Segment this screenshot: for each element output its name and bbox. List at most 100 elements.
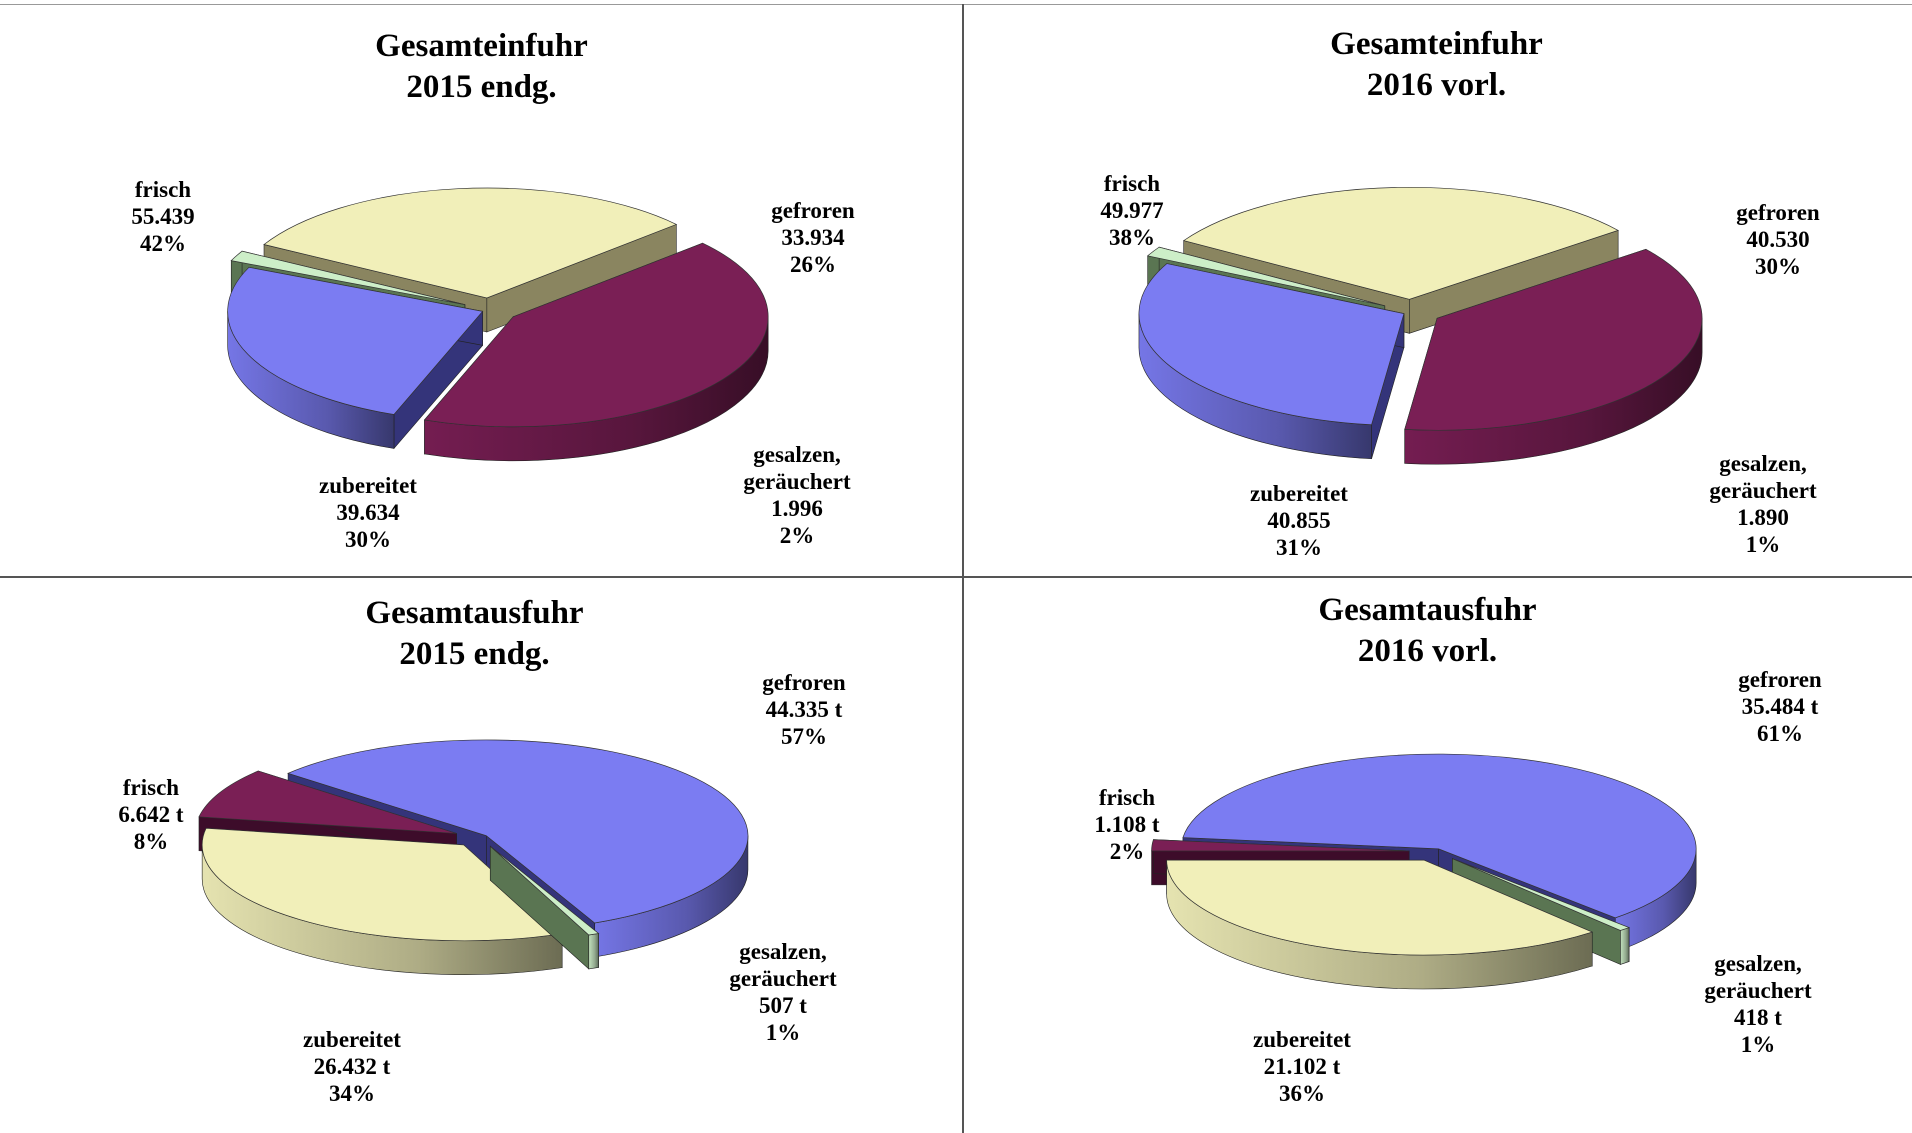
slice-name-line2: geräuchert (1704, 978, 1812, 1003)
pie-slice-gefroren (1138, 263, 1405, 460)
slice-top-face (1146, 246, 1385, 307)
pie-chart-export-2016 (1151, 753, 1697, 990)
chart-title: Gesamtausfuhr 2016 vorl. (946, 590, 1909, 672)
slice-name-line1: gesalzen, (753, 442, 841, 467)
pie-slice-zubereitet (1166, 859, 1594, 990)
slice-name: frisch (134, 177, 192, 202)
slice-percent: 57% (781, 724, 827, 749)
slice-label-gesalzen: gesalzen, geräuchert 1.996 2% (743, 441, 850, 549)
slice-percent: 2% (1109, 839, 1145, 864)
chart-panel-export-2016: Gesamtausfuhr 2016 vorl. frisch 1.108 t … (963, 566, 1912, 1133)
chart-panel-import-2015: Gesamteinfuhr 2015 endg. frisch 55.439 4… (0, 0, 963, 566)
slice-top-face (1166, 859, 1594, 956)
slice-value: 39.634 (336, 500, 400, 525)
slice-percent: 30% (1755, 254, 1801, 279)
slice-label-zubereitet: zubereitet 21.102 t 36% (1253, 1026, 1351, 1107)
slice-name: gefroren (1738, 667, 1822, 692)
slice-name: zubereitet (1250, 481, 1348, 506)
slice-percent: 2% (779, 523, 815, 548)
slice-label-gesalzen: gesalzen, geräuchert 1.890 1% (1709, 450, 1816, 558)
slice-top-face (1404, 248, 1703, 431)
chart-subtitle-text: 2016 vorl. (1357, 633, 1498, 669)
chart-subtitle-text: 2016 vorl. (1366, 67, 1507, 103)
chart-panel-export-2015: Gesamtausfuhr 2015 endg. frisch 6.642 t … (0, 566, 963, 1133)
slice-name: gefroren (762, 670, 846, 695)
slice-label-zubereitet: zubereitet 26.432 t 34% (303, 1026, 401, 1107)
slice-value: 21.102 t (1263, 1054, 1341, 1079)
slice-value: 40.855 (1267, 508, 1331, 533)
slice-top-face (230, 250, 465, 305)
chart-subtitle-text: 2015 endg. (406, 69, 557, 105)
slice-percent: 1% (1740, 1032, 1776, 1057)
slice-label-gefroren: gefroren 40.530 30% (1736, 199, 1819, 280)
pie-chart-import-2016 (1138, 186, 1703, 465)
slice-top-face (263, 187, 678, 299)
chart-title: Gesamtausfuhr 2015 endg. (0, 593, 956, 675)
slice-label-frisch: frisch 6.642 t 8% (118, 774, 183, 855)
slice-label-gefroren: gefroren 35.484 t 61% (1738, 666, 1821, 747)
chart-title-text: Gesamtausfuhr (1318, 592, 1537, 628)
slice-value: 35.484 t (1741, 694, 1819, 719)
slice-label-frisch: frisch 55.439 42% (131, 176, 194, 257)
slice-label-gefroren: gefroren 44.335 t 57% (762, 669, 845, 750)
slice-top-face (1182, 753, 1697, 919)
slice-value: 44.335 t (765, 697, 843, 722)
slice-name: zubereitet (319, 473, 417, 498)
chart-panel-import-2016: Gesamteinfuhr 2016 vorl. frisch 49.977 3… (963, 0, 1912, 566)
slice-outer-wall (1620, 927, 1630, 965)
slice-name: gefroren (1736, 200, 1820, 225)
pie-slice-frisch (1404, 248, 1703, 465)
slice-value: 26.432 t (313, 1054, 391, 1079)
top-border (0, 4, 1912, 5)
pie-chart-export-2015 (198, 739, 749, 975)
slice-percent: 1% (765, 1020, 801, 1045)
chart-title: Gesamteinfuhr 2015 endg. (0, 26, 963, 108)
slice-name: frisch (1098, 785, 1156, 810)
slice-name: zubereitet (1253, 1027, 1351, 1052)
slice-percent: 8% (133, 829, 169, 854)
slice-top-face (490, 845, 600, 936)
pie-slice-gesalzen (489, 845, 600, 970)
slice-label-gefroren: gefroren 33.934 26% (771, 197, 854, 278)
slice-top-face (198, 770, 457, 834)
slice-label-frisch: frisch 1.108 t 2% (1094, 784, 1159, 865)
horizontal-divider (0, 576, 1912, 578)
slice-name: zubereitet (303, 1027, 401, 1052)
slice-value: 55.439 (131, 204, 195, 229)
slice-percent: 36% (1278, 1081, 1325, 1106)
slice-percent: 1% (1745, 532, 1781, 557)
slice-name-line1: gesalzen, (739, 939, 827, 964)
slice-percent: 31% (1275, 535, 1322, 560)
slice-top-face (1151, 839, 1410, 852)
pie-slice-gefroren (227, 266, 484, 450)
slice-name-line2: geräuchert (729, 966, 837, 991)
slice-top-face (287, 739, 749, 924)
slice-top-face (1138, 263, 1405, 426)
slice-outer-wall (588, 933, 599, 970)
slice-label-frisch: frisch 49.977 38% (1100, 170, 1163, 251)
slice-value: 1.108 t (1094, 812, 1160, 837)
slice-top-face (227, 266, 484, 415)
slice-top-face (1452, 858, 1631, 931)
slice-name: frisch (122, 775, 180, 800)
pie-slice-frisch (423, 242, 769, 462)
slice-value: 418 t (1734, 1005, 1782, 1030)
pie-slice-zubereitet (201, 827, 563, 975)
slice-name-line1: gesalzen, (1714, 951, 1802, 976)
slice-percent: 38% (1109, 225, 1155, 250)
slice-value: 33.934 (781, 225, 845, 250)
slice-value: 49.977 (1100, 198, 1164, 223)
slice-name-line2: geräuchert (1709, 478, 1817, 503)
slice-top-face (201, 827, 563, 942)
slice-percent: 26% (790, 252, 836, 277)
slice-value: 1.996 (771, 496, 823, 521)
slice-value: 1.890 (1737, 505, 1789, 530)
slice-label-gesalzen: gesalzen, geräuchert 418 t 1% (1704, 950, 1811, 1058)
chart-title-text: Gesamteinfuhr (1330, 26, 1543, 62)
slice-label-zubereitet: zubereitet 39.634 30% (319, 472, 417, 553)
chart-title-text: Gesamteinfuhr (375, 28, 588, 64)
slice-name-line2: geräuchert (743, 469, 851, 494)
slice-label-gesalzen: gesalzen, geräuchert 507 t 1% (729, 938, 836, 1046)
slice-value: 6.642 t (118, 802, 184, 827)
